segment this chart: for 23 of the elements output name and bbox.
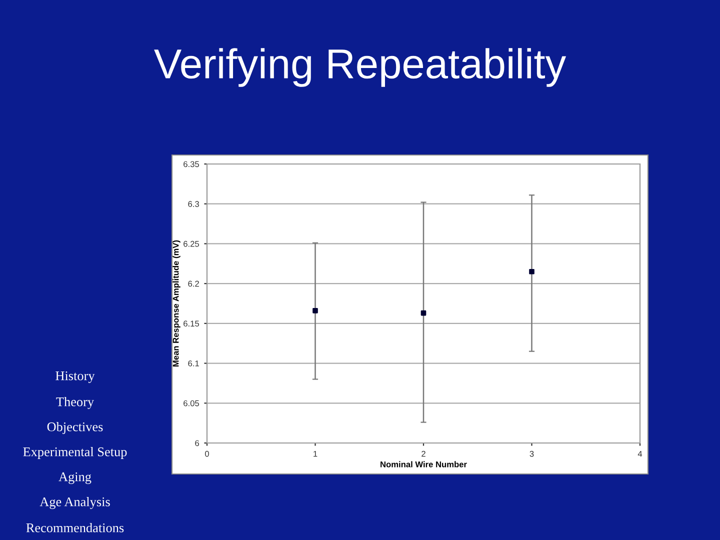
text: History xyxy=(56,371,95,383)
y-axis-title: Mean Response Amplitude (mV) xyxy=(172,240,180,366)
y-tick-label: 6.15 xyxy=(184,320,200,327)
y-tick-label: 6 xyxy=(195,440,199,446)
text: Age Analysis xyxy=(40,497,110,509)
text: Experimental Setup xyxy=(23,447,127,459)
text: Objectives xyxy=(47,422,103,434)
text: Theory xyxy=(56,397,94,409)
y-tick-label: 6.2 xyxy=(188,280,199,287)
y-tick-label: 6.35 xyxy=(184,161,200,168)
text: Aging xyxy=(58,472,92,484)
y-tick-label: 6.3 xyxy=(188,201,199,207)
x-tick-label: 4 xyxy=(638,450,642,457)
y-tick-label: 6.05 xyxy=(184,400,200,406)
x-tick-label: 1 xyxy=(314,450,318,457)
x-axis-title: Nominal Wire Number xyxy=(380,461,467,468)
x-tick-label: 2 xyxy=(422,450,426,457)
text: Recommendations xyxy=(26,523,124,532)
y-tick-label: 6.1 xyxy=(188,360,199,366)
chart-title: Verifying Repeatability xyxy=(154,48,566,87)
y-tick-label: 6.25 xyxy=(184,240,200,247)
x-tick-label: 3 xyxy=(530,450,534,457)
x-tick-label: 0 xyxy=(205,450,209,457)
